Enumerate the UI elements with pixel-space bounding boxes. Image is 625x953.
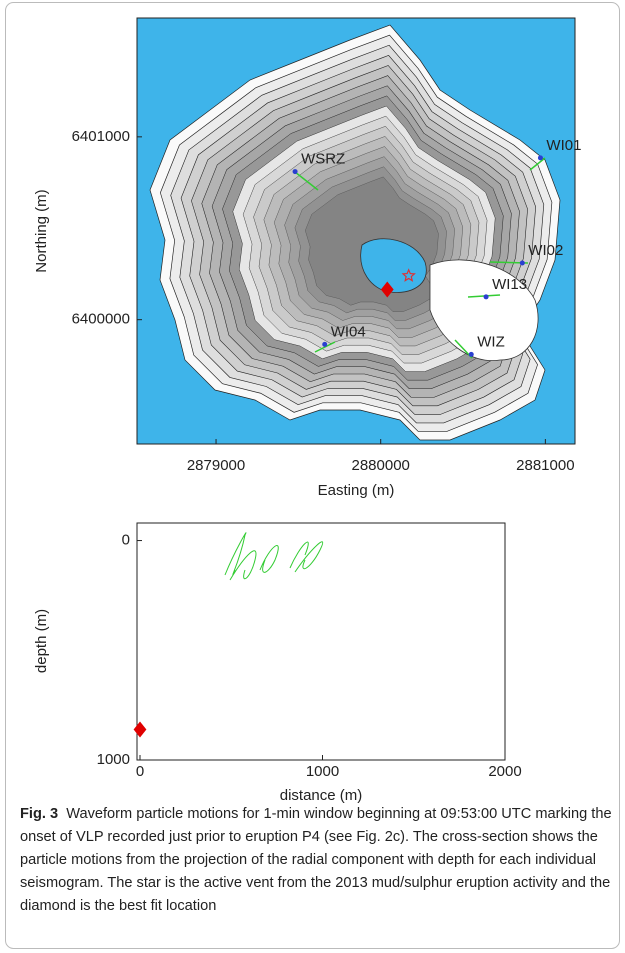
y-axis-label: Northing (m) [33,189,50,272]
map-axes [136,17,576,445]
x-tick-label: 2879000 [187,457,245,474]
x-tick-label: 2880000 [351,457,409,474]
x-tick-label: 0 [136,763,144,780]
station [292,169,298,175]
x-tick-label: 2881000 [516,457,574,474]
section-axes [136,522,506,761]
station [519,260,525,266]
station-label: WSRZ [301,151,345,168]
station [468,351,474,357]
best-fit-diamond [380,281,394,298]
x-axis-label: Easting (m) [318,482,395,499]
caption-text: Waveform particle motions for 1-min wind… [20,806,612,914]
x-tick-label: 1000 [306,763,339,780]
station [483,294,489,300]
y-tick-label: 6401000 [72,128,130,145]
station-label: WIZ [477,333,505,350]
station [322,341,328,347]
station-label: WI13 [492,276,527,293]
frame [5,2,620,949]
y-tick-label: 0 [122,532,130,549]
station-label: WI01 [546,137,581,154]
station-label: WI02 [528,242,563,259]
y-axis-label: depth (m) [33,609,50,673]
station-label: WI04 [331,323,366,340]
crater-floor [429,259,539,362]
caption-label: Fig. 3 [20,806,59,822]
station [537,155,543,161]
vent-star [401,268,416,282]
x-axis-label: distance (m) [280,787,363,804]
cross-section-motions [224,532,324,581]
x-tick-label: 2000 [488,763,521,780]
best-fit-diamond [133,721,147,738]
y-tick-label: 6400000 [72,311,130,328]
caption: Fig. 3 Waveform particle motions for 1-m… [20,803,612,918]
y-tick-label: 1000 [97,751,130,768]
